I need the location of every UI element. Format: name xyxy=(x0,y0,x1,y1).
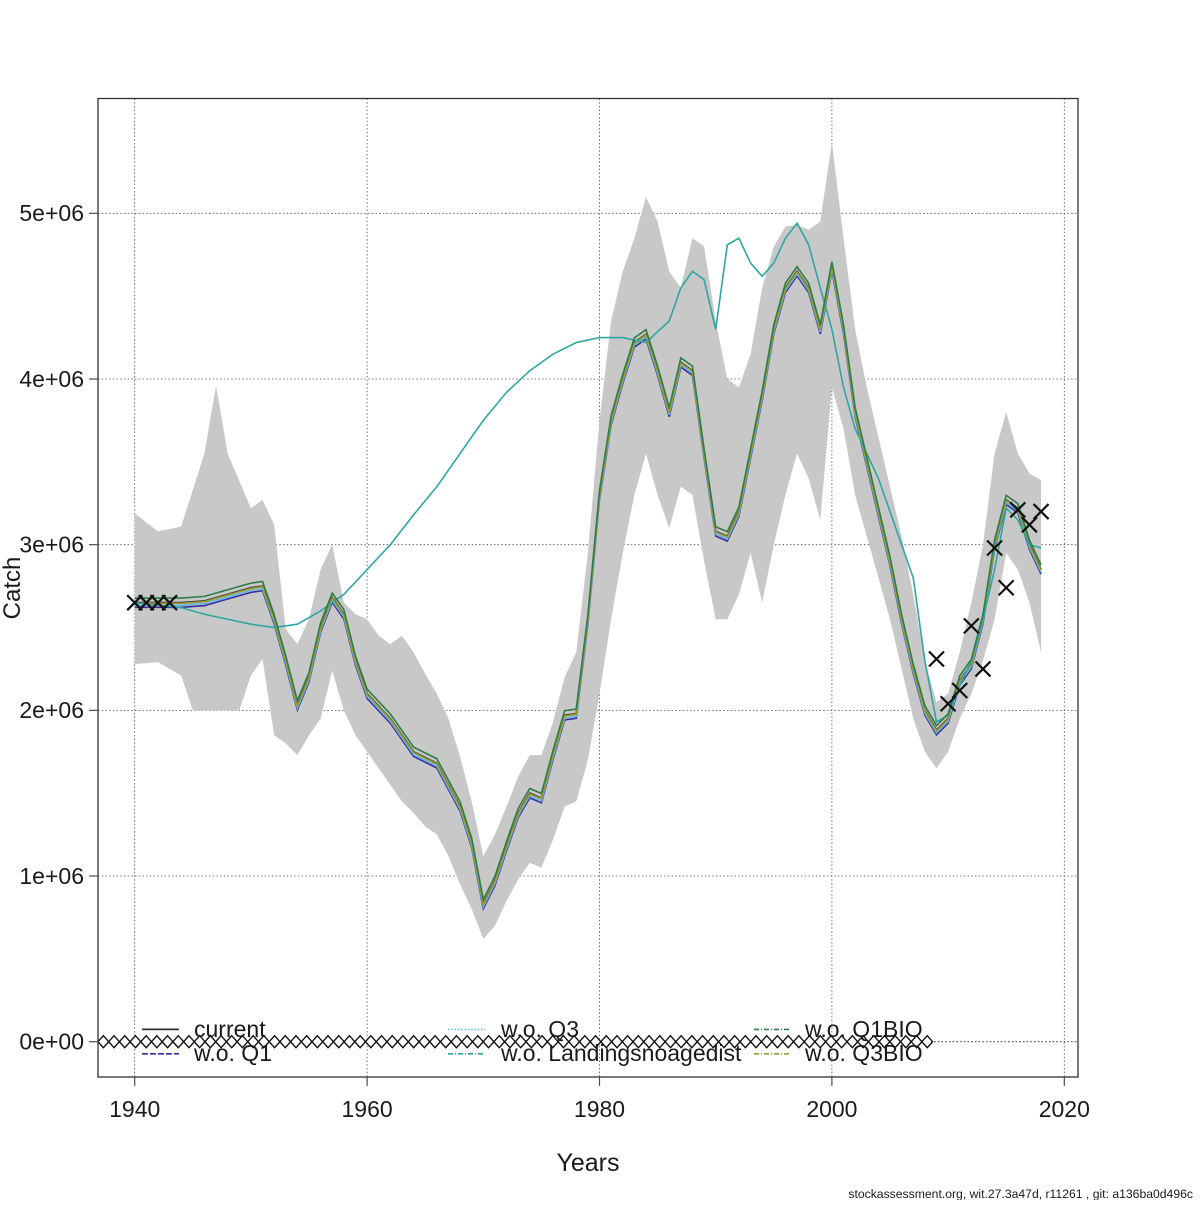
svg-text:w.o. Landingsnoagedist: w.o. Landingsnoagedist xyxy=(500,1040,742,1066)
svg-text:0e+00: 0e+00 xyxy=(19,1029,84,1055)
svg-text:stockassessment.org, wit.27.3a: stockassessment.org, wit.27.3a47d, r1126… xyxy=(848,1187,1193,1200)
svg-text:w.o. Q3BIO: w.o. Q3BIO xyxy=(804,1040,923,1066)
svg-text:1960: 1960 xyxy=(342,1096,393,1122)
svg-text:3e+06: 3e+06 xyxy=(19,532,84,558)
svg-text:Years: Years xyxy=(556,1149,619,1177)
svg-text:2000: 2000 xyxy=(806,1096,857,1122)
svg-text:current: current xyxy=(194,1016,266,1042)
svg-text:w.o. Q1BIO: w.o. Q1BIO xyxy=(804,1016,923,1042)
svg-text:w.o. Q1: w.o. Q1 xyxy=(193,1040,272,1066)
svg-text:1e+06: 1e+06 xyxy=(19,863,84,889)
svg-text:2e+06: 2e+06 xyxy=(19,697,84,723)
svg-text:w.o. Q3: w.o. Q3 xyxy=(500,1016,579,1042)
svg-text:5e+06: 5e+06 xyxy=(19,200,84,226)
svg-text:1940: 1940 xyxy=(109,1096,160,1122)
svg-text:Catch: Catch xyxy=(0,557,26,620)
svg-text:4e+06: 4e+06 xyxy=(19,366,84,392)
svg-text:1980: 1980 xyxy=(574,1096,625,1122)
svg-text:2020: 2020 xyxy=(1039,1096,1090,1122)
